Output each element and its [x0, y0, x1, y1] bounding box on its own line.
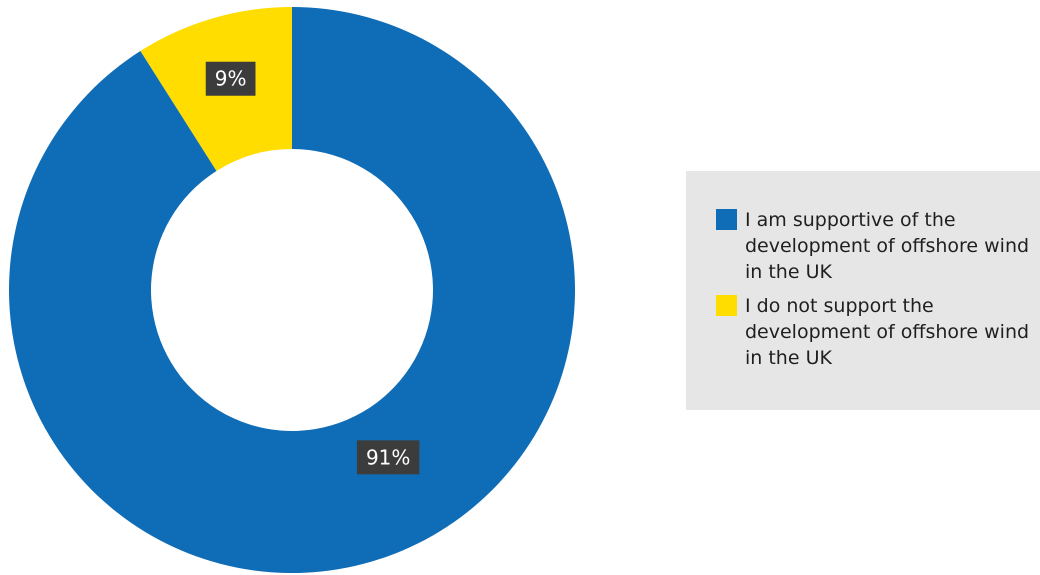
legend-label-not-supportive: I do not support the development of offs…: [745, 295, 1030, 369]
donut-slice-91-percent: [8, 7, 575, 573]
legend-swatch-not-supportive: [716, 295, 737, 316]
legend-item-supportive: I am supportive of the development of of…: [716, 207, 1040, 285]
donut-slices: [8, 7, 575, 573]
legend-label-supportive: I am supportive of the development of of…: [745, 209, 1030, 283]
donut-chart: 9% 91%: [8, 7, 575, 573]
slice-label-91-percent: 91%: [356, 440, 420, 475]
slice-label-text-9-percent: 9%: [215, 67, 247, 91]
slice-label-box-91-percent: [356, 440, 420, 475]
legend-item-not-supportive: I do not support the development of offs…: [716, 293, 1040, 371]
chart-legend: I am supportive of the development of of…: [686, 171, 1040, 410]
slice-label-text-91-percent: 91%: [366, 445, 410, 469]
slice-labels: 9% 91%: [205, 61, 420, 475]
slice-label-box-9-percent: [205, 61, 256, 96]
legend-swatch-supportive: [716, 209, 737, 230]
slice-label-9-percent: 9%: [205, 61, 256, 96]
